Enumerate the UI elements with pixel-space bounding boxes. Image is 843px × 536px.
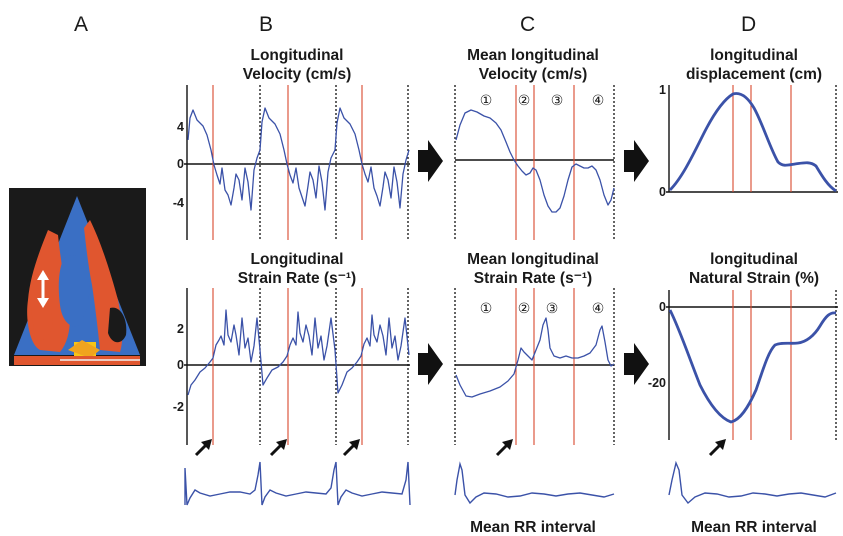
diagonal-arrow-icon bbox=[708, 439, 726, 457]
panel-letter-c: C bbox=[520, 13, 535, 36]
footer-d-rr-interval: Mean RR interval bbox=[691, 519, 817, 536]
double-arrow-icon bbox=[37, 270, 49, 308]
tick-b-velocity-neg4: -4 bbox=[173, 196, 184, 210]
phase-marker-4-strain: ④ bbox=[592, 301, 605, 317]
d-displacement-trace bbox=[668, 92, 837, 193]
tick-b-velocity-4: 4 bbox=[177, 120, 184, 134]
title-b-strain-line2: Strain Rate (s⁻¹) bbox=[238, 270, 356, 287]
phase-marker-1-strain: ① bbox=[480, 301, 493, 317]
right-arrow-icon bbox=[418, 140, 649, 385]
footer-c-rr-interval: Mean RR interval bbox=[470, 519, 596, 536]
tick-d-strain-0: 0 bbox=[659, 300, 666, 314]
diagonal-arrow-icon bbox=[194, 439, 360, 457]
tick-b-strain-0: 0 bbox=[177, 358, 184, 372]
tick-d-displacement-1: 1 bbox=[659, 83, 666, 97]
tick-d-displacement-0: 0 bbox=[659, 185, 666, 199]
phase-marker-2-strain: ② bbox=[518, 301, 531, 317]
title-b-velocity-line2: Velocity (cm/s) bbox=[243, 66, 352, 83]
panel-letter-a: A bbox=[74, 13, 88, 36]
d-strain-trace bbox=[668, 309, 837, 424]
c-velocity-plot bbox=[454, 85, 615, 240]
phase-marker-3: ③ bbox=[551, 93, 564, 109]
title-b-velocity-line1: Longitudinal bbox=[251, 47, 344, 64]
b-ecg-trace bbox=[184, 461, 411, 506]
b-velocity-plot bbox=[184, 85, 410, 240]
title-b-strain-line1: Longitudinal bbox=[251, 251, 344, 268]
title-c-strain-line2: Strain Rate (s⁻¹) bbox=[474, 270, 592, 287]
panel-letter-d: D bbox=[741, 13, 756, 36]
title-d-displacement-line2: displacement (cm) bbox=[686, 66, 822, 83]
phase-marker-4: ④ bbox=[592, 93, 605, 109]
c-strain-trace bbox=[455, 317, 615, 398]
b-strain-trace bbox=[187, 309, 410, 396]
title-d-strain-line2: Natural Strain (%) bbox=[689, 270, 819, 287]
phase-marker-2: ② bbox=[518, 93, 531, 109]
title-d-strain-line1: longitudinal bbox=[710, 251, 798, 268]
b-velocity-trace bbox=[187, 107, 410, 211]
tick-b-strain-2: 2 bbox=[177, 322, 184, 336]
c-strain-plot bbox=[454, 288, 615, 445]
phase-marker-3-strain: ③ bbox=[546, 301, 559, 317]
c-velocity-trace bbox=[455, 109, 615, 213]
phase-marker-1: ① bbox=[480, 93, 493, 109]
c-ecg-trace bbox=[454, 461, 615, 505]
panel-letter-b: B bbox=[259, 13, 273, 36]
title-d-displacement-line1: longitudinal bbox=[710, 47, 798, 64]
title-c-velocity-line1: Mean longitudinal bbox=[467, 47, 599, 64]
d-displacement-plot bbox=[666, 85, 838, 193]
tick-d-strain-neg20: -20 bbox=[648, 376, 666, 390]
d-strain-plot bbox=[666, 290, 838, 440]
tick-b-velocity-0: 0 bbox=[177, 157, 184, 171]
echo-image bbox=[9, 188, 146, 366]
tick-b-strain-neg2: -2 bbox=[173, 400, 184, 414]
title-c-velocity-line2: Velocity (cm/s) bbox=[479, 66, 588, 83]
diagonal-arrow-icon bbox=[495, 439, 513, 457]
b-strain-plot bbox=[184, 288, 410, 445]
title-c-strain-line1: Mean longitudinal bbox=[467, 251, 599, 268]
d-ecg-trace bbox=[668, 460, 837, 505]
